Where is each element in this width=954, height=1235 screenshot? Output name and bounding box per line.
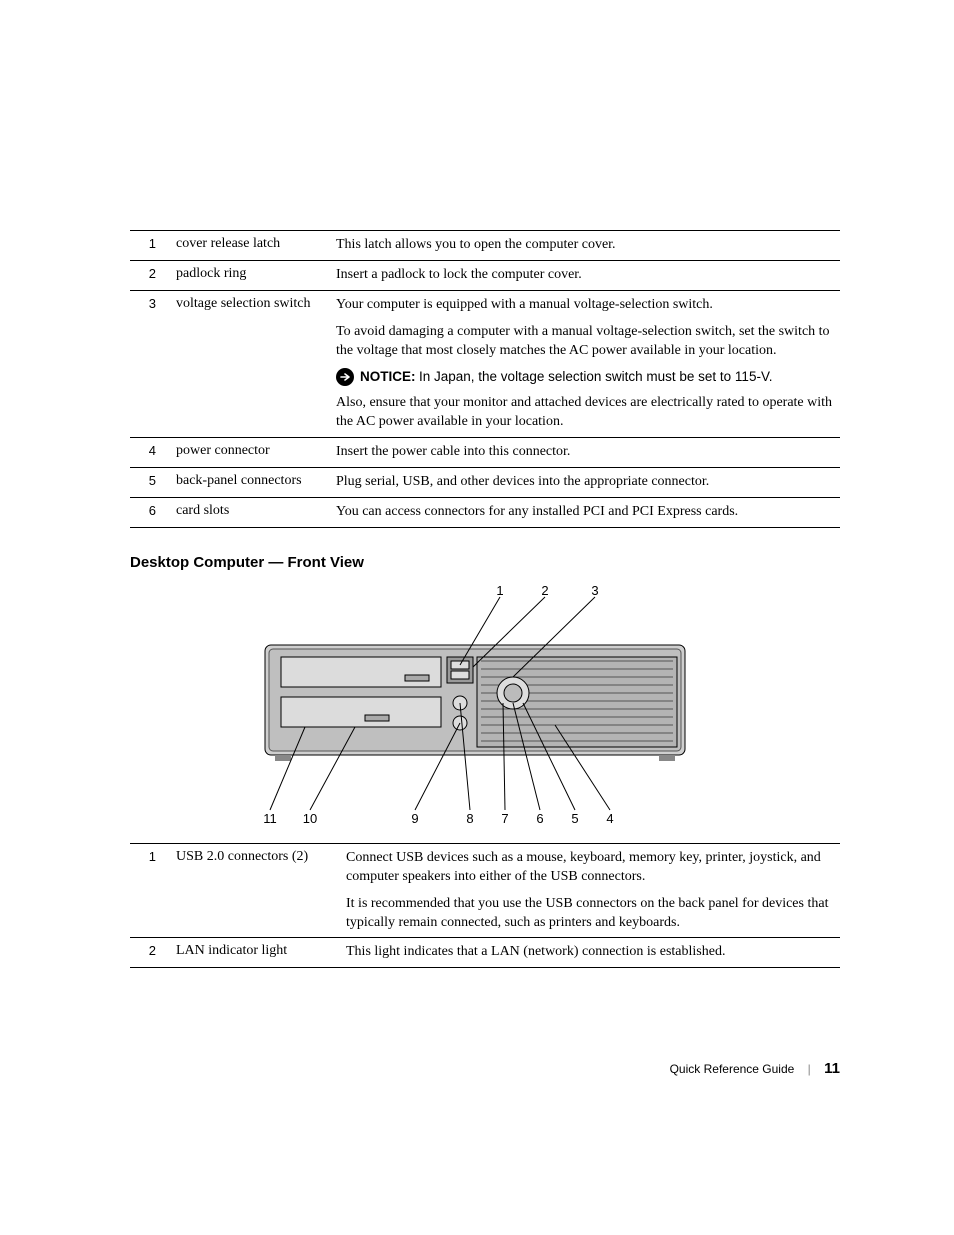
row-name: padlock ring	[170, 260, 330, 290]
notice-icon	[336, 368, 354, 386]
callout-label: 2	[541, 585, 548, 598]
callout-label: 11	[263, 811, 277, 825]
row-desc: Insert the power cable into this connect…	[330, 438, 840, 468]
table-row: 2 padlock ring Insert a padlock to lock …	[130, 260, 840, 290]
callout-label: 10	[303, 811, 317, 825]
row-number: 4	[130, 438, 170, 468]
section-heading: Desktop Computer — Front View	[130, 554, 840, 571]
row-desc: Connect USB devices such as a mouse, key…	[340, 843, 840, 938]
footer-separator: |	[808, 1062, 811, 1076]
row-desc: You can access connectors for any instal…	[330, 498, 840, 528]
row-desc: This light indicates that a LAN (network…	[340, 938, 840, 968]
row-name: card slots	[170, 498, 330, 528]
row-number: 6	[130, 498, 170, 528]
table-row: 5 back-panel connectors Plug serial, USB…	[130, 468, 840, 498]
table-row: 6 card slots You can access connectors f…	[130, 498, 840, 528]
notice-text: In Japan, the voltage selection switch m…	[419, 369, 772, 384]
row-desc: This latch allows you to open the comput…	[330, 231, 840, 261]
page-content: 1 cover release latch This latch allows …	[130, 230, 840, 968]
front-panel-table: 1 USB 2.0 connectors (2) Connect USB dev…	[130, 843, 840, 968]
table-row: 1 USB 2.0 connectors (2) Connect USB dev…	[130, 843, 840, 938]
callout-label: 6	[536, 811, 543, 825]
callout-label: 7	[501, 811, 508, 825]
row-desc: Your computer is equipped with a manual …	[330, 290, 840, 437]
notice-callout: NOTICE: In Japan, the voltage selection …	[336, 368, 834, 386]
row-number: 1	[130, 231, 170, 261]
callout-label: 8	[466, 811, 473, 825]
table-row: 1 cover release latch This latch allows …	[130, 231, 840, 261]
callout-label: 9	[411, 811, 418, 825]
back-panel-table: 1 cover release latch This latch allows …	[130, 230, 840, 528]
row-desc: Plug serial, USB, and other devices into…	[330, 468, 840, 498]
row-number: 1	[130, 843, 170, 938]
row-number: 2	[130, 938, 170, 968]
footer-page-number: 11	[824, 1060, 840, 1077]
row-number: 5	[130, 468, 170, 498]
callout-label: 4	[606, 811, 613, 825]
notice-label: NOTICE:	[360, 369, 416, 384]
callout-label: 3	[591, 585, 598, 598]
footer-title: Quick Reference Guide	[670, 1062, 795, 1076]
table-row: 3 voltage selection switch Your computer…	[130, 290, 840, 437]
row-name: USB 2.0 connectors (2)	[170, 843, 340, 938]
table-row: 2 LAN indicator light This light indicat…	[130, 938, 840, 968]
row-name: power connector	[170, 438, 330, 468]
row-name: cover release latch	[170, 231, 330, 261]
callout-label: 1	[496, 585, 503, 598]
row-name: back-panel connectors	[170, 468, 330, 498]
computer-front-svg: 1 2 3 11 10 9 8 7 6 5 4	[255, 585, 715, 825]
row-name: LAN indicator light	[170, 938, 340, 968]
row-number: 3	[130, 290, 170, 437]
table-row: 4 power connector Insert the power cable…	[130, 438, 840, 468]
callout-label: 5	[571, 811, 578, 825]
row-number: 2	[130, 260, 170, 290]
front-view-diagram: 1 2 3 11 10 9 8 7 6 5 4	[130, 585, 840, 825]
page-footer: Quick Reference Guide | 11	[130, 1060, 840, 1077]
row-name: voltage selection switch	[170, 290, 330, 437]
row-desc: Insert a padlock to lock the computer co…	[330, 260, 840, 290]
